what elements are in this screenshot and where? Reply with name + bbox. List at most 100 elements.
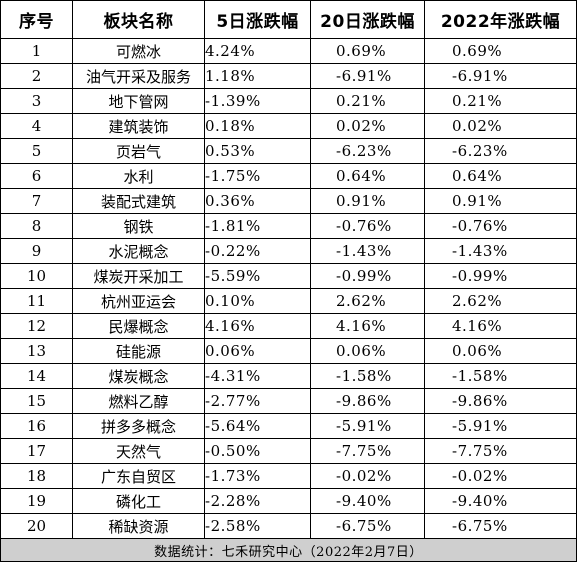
sector-name-cell: 硅能源	[72, 338, 205, 364]
sector-name-cell: 可燃冰	[72, 38, 205, 64]
change-ytd-cell: 2.62%	[424, 288, 577, 314]
change-20day-cell: 0.02%	[310, 113, 425, 139]
table-row: 11 杭州亚运会 0.10% 2.62% 2.62%	[0, 288, 577, 314]
table-body: 1 可燃冰 4.24% 0.69% 0.69% 2 油气开采及服务 1.18% -6.91% -6…	[0, 38, 577, 539]
change-ytd-cell: -9.86%	[424, 388, 577, 414]
table-row: 4 建筑装饰 0.18% 0.02% 0.02%	[0, 113, 577, 139]
change-ytd-cell: 0.06%	[424, 338, 577, 364]
change-20day-cell: 0.64%	[310, 163, 425, 189]
change-5day-cell: -5.59%	[204, 263, 311, 289]
rank-cell: 16	[0, 413, 73, 439]
change-ytd-cell: 0.64%	[424, 163, 577, 189]
sector-name-cell: 天然气	[72, 438, 205, 464]
sector-name-cell: 杭州亚运会	[72, 288, 205, 314]
table-row: 16 拼多多概念 -5.64% -5.91% -5.91%	[0, 413, 577, 439]
change-5day-cell: -1.81%	[204, 213, 311, 239]
sector-name-cell: 民爆概念	[72, 313, 205, 339]
sector-name-cell: 地下管网	[72, 88, 205, 114]
change-ytd-cell: 0.69%	[424, 38, 577, 64]
sector-name-cell: 广东自贸区	[72, 463, 205, 489]
change-20day-cell: 0.69%	[310, 38, 425, 64]
sector-name-cell: 建筑装饰	[72, 113, 205, 139]
table-row: 17 天然气 -0.50% -7.75% -7.75%	[0, 438, 577, 464]
change-5day-cell: 4.16%	[204, 313, 311, 339]
sector-name-cell: 装配式建筑	[72, 188, 205, 214]
change-5day-cell: -0.22%	[204, 238, 311, 264]
change-5day-cell: 0.10%	[204, 288, 311, 314]
change-ytd-cell: -7.75%	[424, 438, 577, 464]
sector-name-cell: 稀缺资源	[72, 513, 205, 539]
rank-cell: 17	[0, 438, 73, 464]
change-20day-cell: 2.62%	[310, 288, 425, 314]
change-ytd-cell: 4.16%	[424, 313, 577, 339]
table-row: 5 页岩气 0.53% -6.23% -6.23%	[0, 138, 577, 164]
change-5day-cell: -1.75%	[204, 163, 311, 189]
rank-cell: 14	[0, 363, 73, 389]
change-20day-cell: -7.75%	[310, 438, 425, 464]
change-ytd-cell: -1.58%	[424, 363, 577, 389]
sector-name-cell: 磷化工	[72, 488, 205, 514]
change-20day-cell: -9.40%	[310, 488, 425, 514]
table-row: 15 燃料乙醇 -2.77% -9.86% -9.86%	[0, 388, 577, 414]
table-row: 12 民爆概念 4.16% 4.16% 4.16%	[0, 313, 577, 339]
table-row: 18 广东自贸区 -1.73% -0.02% -0.02%	[0, 463, 577, 489]
change-20day-cell: 4.16%	[310, 313, 425, 339]
change-20day-cell: -9.86%	[310, 388, 425, 414]
rank-cell: 12	[0, 313, 73, 339]
change-5day-cell: -4.31%	[204, 363, 311, 389]
rank-cell: 15	[0, 388, 73, 414]
table-row: 14 煤炭概念 -4.31% -1.58% -1.58%	[0, 363, 577, 389]
change-ytd-cell: -6.23%	[424, 138, 577, 164]
change-5day-cell: 1.18%	[204, 63, 311, 89]
rank-cell: 6	[0, 163, 73, 189]
column-header-20day-change: 20日涨跌幅	[310, 0, 425, 39]
table-row: 1 可燃冰 4.24% 0.69% 0.69%	[0, 38, 577, 64]
change-20day-cell: -5.91%	[310, 413, 425, 439]
table-row: 3 地下管网 -1.39% 0.21% 0.21%	[0, 88, 577, 114]
sector-name-cell: 燃料乙醇	[72, 388, 205, 414]
table-row: 10 煤炭开采加工 -5.59% -0.99% -0.99%	[0, 263, 577, 289]
rank-cell: 4	[0, 113, 73, 139]
change-20day-cell: 0.21%	[310, 88, 425, 114]
header-row: 序号 板块名称 5日涨跌幅 20日涨跌幅 2022年涨跌幅	[0, 0, 577, 39]
change-5day-cell: -2.28%	[204, 488, 311, 514]
rank-cell: 9	[0, 238, 73, 264]
table-row: 6 水利 -1.75% 0.64% 0.64%	[0, 163, 577, 189]
rank-cell: 11	[0, 288, 73, 314]
change-20day-cell: -6.23%	[310, 138, 425, 164]
sector-name-cell: 水利	[72, 163, 205, 189]
rank-cell: 1	[0, 38, 73, 64]
rank-cell: 2	[0, 63, 73, 89]
column-header-ytd-change: 2022年涨跌幅	[424, 0, 577, 39]
rank-cell: 8	[0, 213, 73, 239]
change-5day-cell: -2.77%	[204, 388, 311, 414]
column-header-sector-name: 板块名称	[72, 0, 205, 39]
change-ytd-cell: -5.91%	[424, 413, 577, 439]
sector-name-cell: 拼多多概念	[72, 413, 205, 439]
table-row: 20 稀缺资源 -2.58% -6.75% -6.75%	[0, 513, 577, 539]
sector-name-cell: 水泥概念	[72, 238, 205, 264]
change-ytd-cell: -0.02%	[424, 463, 577, 489]
rank-cell: 13	[0, 338, 73, 364]
column-header-rank: 序号	[0, 0, 73, 39]
change-5day-cell: -5.64%	[204, 413, 311, 439]
change-5day-cell: 0.36%	[204, 188, 311, 214]
change-5day-cell: 0.06%	[204, 338, 311, 364]
change-20day-cell: 0.91%	[310, 188, 425, 214]
change-5day-cell: -1.39%	[204, 88, 311, 114]
change-5day-cell: -2.58%	[204, 513, 311, 539]
change-20day-cell: -0.02%	[310, 463, 425, 489]
table-row: 7 装配式建筑 0.36% 0.91% 0.91%	[0, 188, 577, 214]
change-ytd-cell: 0.02%	[424, 113, 577, 139]
change-ytd-cell: 0.91%	[424, 188, 577, 214]
table-row: 13 硅能源 0.06% 0.06% 0.06%	[0, 338, 577, 364]
column-header-5day-change: 5日涨跌幅	[204, 0, 311, 39]
change-ytd-cell: -6.91%	[424, 63, 577, 89]
table-row: 9 水泥概念 -0.22% -1.43% -1.43%	[0, 238, 577, 264]
sector-name-cell: 煤炭概念	[72, 363, 205, 389]
rank-cell: 18	[0, 463, 73, 489]
change-ytd-cell: 0.21%	[424, 88, 577, 114]
table-row: 8 钢铁 -1.81% -0.76% -0.76%	[0, 213, 577, 239]
change-20day-cell: -6.75%	[310, 513, 425, 539]
change-20day-cell: -6.91%	[310, 63, 425, 89]
